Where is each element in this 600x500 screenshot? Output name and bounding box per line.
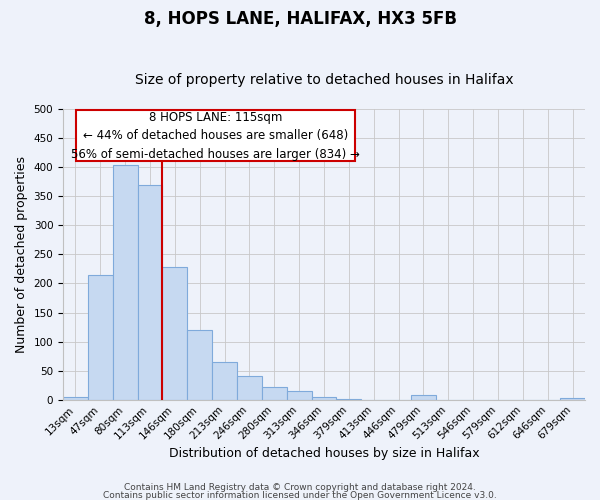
Bar: [262, 387, 287, 400]
Bar: [212, 362, 237, 400]
Bar: [337, 398, 361, 400]
Bar: [63, 397, 88, 400]
Bar: [560, 398, 585, 400]
Bar: [137, 184, 163, 400]
Bar: [311, 397, 337, 400]
X-axis label: Distribution of detached houses by size in Halifax: Distribution of detached houses by size …: [169, 447, 479, 460]
Bar: [163, 267, 187, 400]
Bar: [411, 395, 436, 400]
Bar: [113, 166, 137, 400]
Bar: [237, 376, 262, 400]
FancyBboxPatch shape: [76, 110, 355, 162]
Bar: [88, 274, 113, 400]
Y-axis label: Number of detached properties: Number of detached properties: [15, 156, 28, 353]
Title: Size of property relative to detached houses in Halifax: Size of property relative to detached ho…: [135, 73, 514, 87]
Bar: [287, 391, 311, 400]
Text: Contains public sector information licensed under the Open Government Licence v3: Contains public sector information licen…: [103, 490, 497, 500]
Bar: [187, 330, 212, 400]
Text: 8, HOPS LANE, HALIFAX, HX3 5FB: 8, HOPS LANE, HALIFAX, HX3 5FB: [143, 10, 457, 28]
Text: Contains HM Land Registry data © Crown copyright and database right 2024.: Contains HM Land Registry data © Crown c…: [124, 484, 476, 492]
Text: 8 HOPS LANE: 115sqm
← 44% of detached houses are smaller (648)
56% of semi-detac: 8 HOPS LANE: 115sqm ← 44% of detached ho…: [71, 111, 360, 161]
